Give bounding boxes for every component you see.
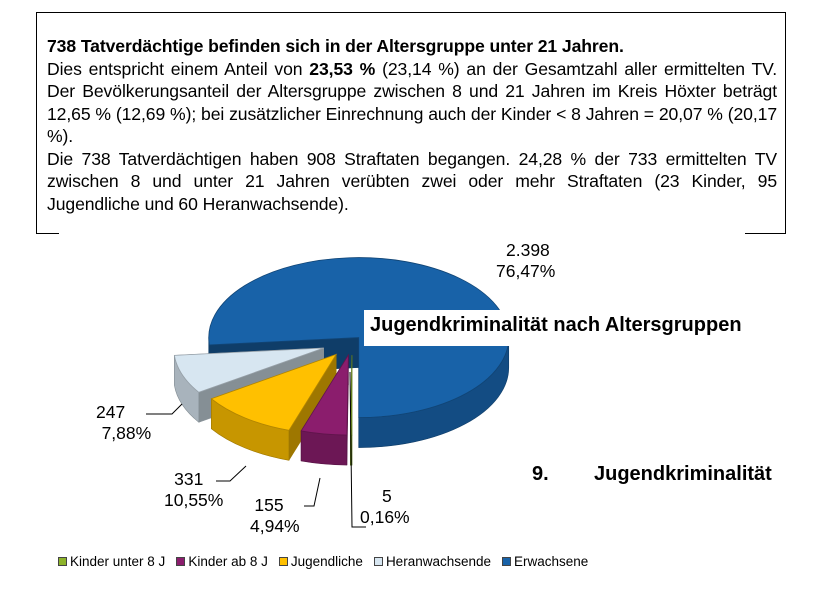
section-number: 9. (532, 463, 549, 485)
legend-swatch (502, 557, 512, 566)
data-label-kinder-unter-8: 5 0,16% (360, 486, 410, 527)
pie-slice-kinder-ab-8 (300, 353, 349, 466)
leader-line-kinder-unter-8 (349, 371, 366, 528)
data-label-heranwachsende: 247 7,88% (96, 402, 152, 443)
data-label-kinder-ab-8: 155 4,94% (250, 495, 300, 536)
summary-title: 738 Tatverdächtige befinden sich in der … (47, 36, 624, 56)
summary-text: 738 Tatverdächtige befinden sich in der … (47, 35, 777, 215)
summary-text-box: 738 Tatverdächtige befinden sich in der … (36, 12, 786, 234)
legend-item: Kinder unter 8 J (58, 554, 165, 569)
legend-swatch (58, 557, 67, 566)
legend: Kinder unter 8 J Kinder ab 8 J Jugendlic… (58, 554, 599, 569)
share-value: 23,53 % (309, 58, 376, 79)
legend-item: Kinder ab 8 J (176, 554, 268, 569)
section-title: Jugendkriminalität (594, 463, 772, 485)
legend-item: Erwachsene (502, 554, 588, 569)
legend-swatch (176, 557, 186, 566)
data-label-jugendliche: 331 10,55% (164, 469, 224, 510)
leader-line-kinder-ab-8 (304, 477, 321, 507)
summary-paragraph-2: Die 738 Tatverdächtigen haben 908 Straft… (47, 148, 777, 214)
leader-line-heranwachsende (146, 403, 183, 415)
chart-title-background (364, 310, 804, 346)
section-heading: 9. Jugendkriminalität (532, 463, 772, 486)
legend-item: Heranwachsende (373, 554, 491, 569)
legend-swatch (278, 557, 288, 566)
legend-swatch (373, 557, 383, 566)
summary-paragraph-1: Dies entspricht einem Anteil von 23,53 %… (47, 58, 777, 147)
legend-item: Jugendliche (278, 554, 363, 569)
pie-slice-jugendliche (210, 353, 338, 462)
data-label-erwachsene: 2.398 76,47% (496, 240, 556, 281)
chart-title: Jugendkriminalität nach Altersgruppen (370, 314, 742, 336)
leader-line-jugendliche (216, 465, 247, 482)
